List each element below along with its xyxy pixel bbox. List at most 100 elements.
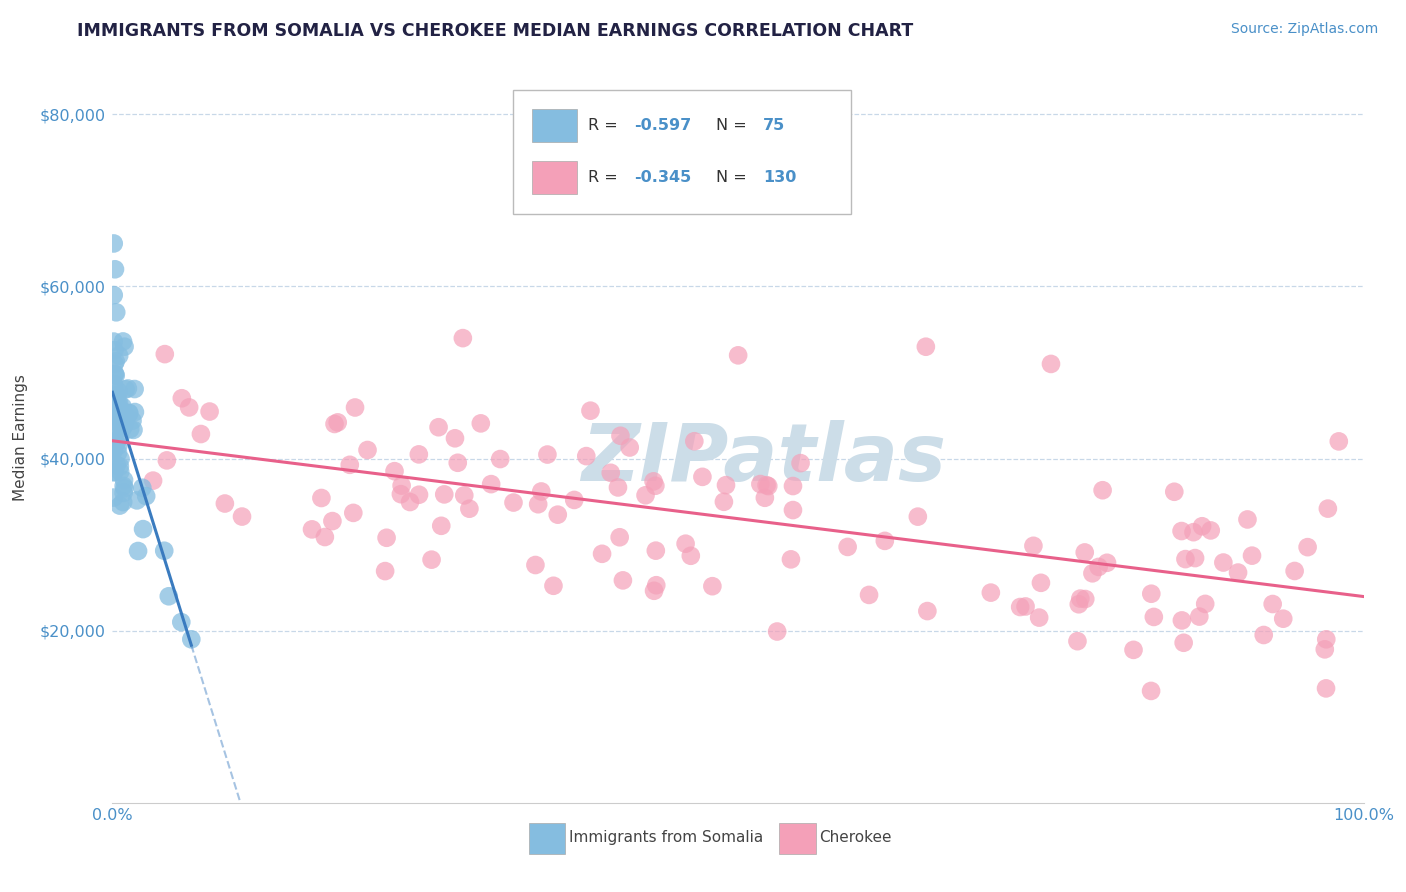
Point (1091, 483, 1114, 498)
Point (311, 491, 333, 505)
Point (103, 367, 125, 381)
Point (679, 549, 702, 563)
Point (1022, 539, 1045, 553)
Point (1173, 636, 1195, 650)
Point (427, 420, 450, 434)
Point (1236, 512, 1258, 526)
Point (754, 491, 776, 505)
Point (1081, 566, 1104, 581)
Text: -0.345: -0.345 (634, 169, 692, 185)
Point (107, 395, 129, 409)
Text: R =: R = (588, 169, 623, 185)
Point (124, 382, 146, 396)
Point (190, 427, 212, 442)
Point (301, 522, 323, 536)
Point (112, 418, 135, 433)
Point (118, 406, 141, 420)
Point (114, 382, 136, 396)
Point (125, 493, 148, 508)
Point (1261, 597, 1284, 611)
Point (1171, 614, 1194, 628)
Point (114, 414, 136, 428)
Point (103, 431, 125, 445)
Point (619, 441, 641, 455)
Point (755, 478, 778, 492)
Point (756, 479, 779, 493)
Point (104, 262, 127, 277)
Point (1028, 610, 1050, 624)
Point (444, 431, 467, 445)
Point (643, 475, 665, 489)
Point (727, 348, 749, 362)
Point (530, 484, 553, 499)
Point (1182, 525, 1205, 540)
Point (749, 477, 772, 491)
Point (524, 558, 547, 572)
Point (132, 522, 155, 536)
Point (547, 508, 569, 522)
Point (110, 465, 132, 479)
Point (980, 585, 1002, 599)
Point (114, 481, 136, 495)
Point (543, 579, 565, 593)
Point (643, 583, 665, 598)
Text: R =: R = (588, 118, 623, 133)
Point (766, 624, 789, 639)
Point (1194, 597, 1216, 611)
Text: Source: ZipAtlas.com: Source: ZipAtlas.com (1230, 22, 1378, 37)
Point (326, 416, 349, 430)
Point (389, 487, 412, 501)
Point (609, 429, 631, 443)
Point (1184, 551, 1206, 566)
Point (1069, 591, 1091, 606)
Point (645, 578, 668, 592)
Point (433, 487, 456, 501)
Point (1010, 600, 1032, 615)
Point (104, 367, 127, 381)
Point (124, 405, 146, 419)
Point (1227, 566, 1250, 580)
Point (1074, 592, 1097, 607)
Point (122, 423, 145, 437)
Point (127, 544, 149, 558)
Point (1199, 524, 1222, 538)
Point (108, 412, 131, 426)
FancyBboxPatch shape (529, 823, 565, 854)
Point (103, 288, 125, 302)
Point (1087, 560, 1109, 574)
Point (103, 413, 125, 427)
Point (1066, 634, 1088, 648)
Point (356, 442, 378, 457)
Point (112, 479, 135, 493)
Point (107, 384, 129, 399)
Point (782, 503, 804, 517)
Point (103, 435, 125, 450)
Point (470, 417, 492, 431)
Point (479, 477, 502, 491)
Point (634, 488, 657, 502)
Point (837, 540, 859, 554)
Point (103, 408, 125, 422)
Point (458, 501, 481, 516)
Text: -0.597: -0.597 (634, 118, 692, 133)
Point (644, 543, 666, 558)
Point (344, 401, 367, 415)
Point (157, 589, 180, 603)
Point (599, 466, 621, 480)
Point (675, 537, 697, 551)
Point (339, 458, 361, 472)
Point (105, 305, 128, 319)
Point (121, 414, 143, 428)
Point (1140, 587, 1163, 601)
Point (408, 447, 430, 461)
Text: Cherokee: Cherokee (820, 830, 891, 846)
Point (111, 408, 134, 422)
FancyBboxPatch shape (513, 90, 851, 214)
FancyBboxPatch shape (531, 161, 576, 194)
Point (451, 331, 474, 345)
Point (702, 579, 724, 593)
Point (120, 422, 142, 436)
Text: Immigrants from Somalia: Immigrants from Somalia (569, 830, 763, 846)
Point (112, 486, 135, 500)
Point (408, 488, 430, 502)
